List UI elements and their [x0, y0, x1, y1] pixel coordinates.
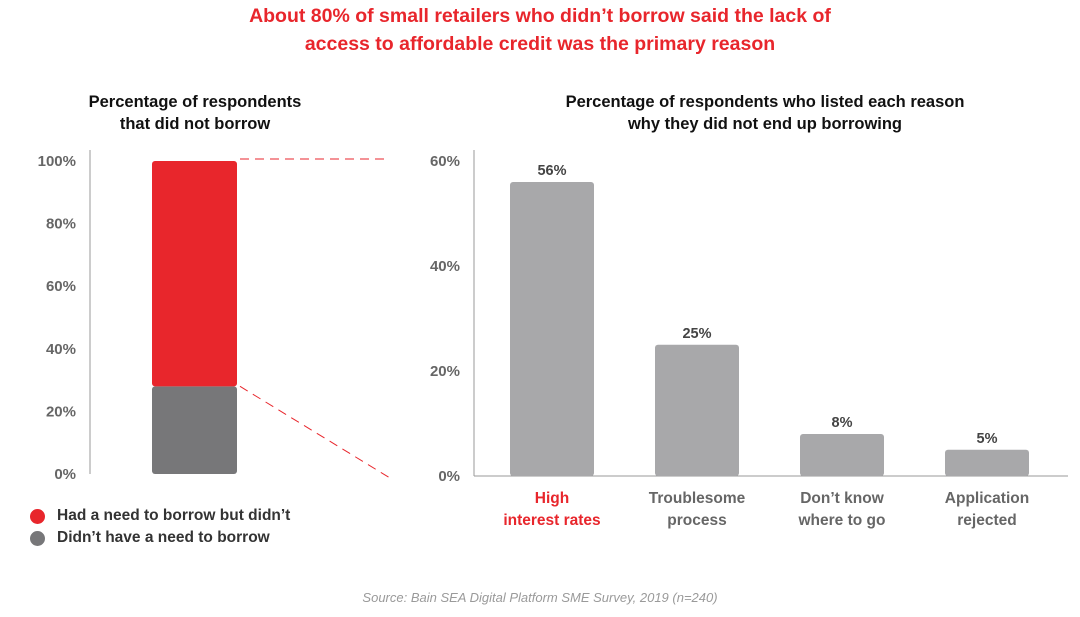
reason-bar [655, 344, 739, 476]
left-chart-title-line-1: Percentage of respondents [88, 93, 302, 111]
left-y-tick-label: 20% [46, 403, 76, 420]
reason-value-label: 25% [682, 326, 711, 342]
right-y-tick-label: 0% [438, 468, 460, 485]
legend-label-no-need: Didn’t have a need to borrow [57, 529, 270, 546]
reason-category-label: Don’t know [800, 490, 884, 507]
bar-segment-need [152, 161, 237, 387]
legend-label-need: Had a need to borrow but didn’t [57, 507, 291, 524]
reason-category-label: process [667, 512, 726, 529]
source-note: Source: Bain SEA Digital Platform SME Su… [362, 590, 718, 605]
left-y-tick-label: 60% [46, 278, 76, 295]
headline-line-2: access to affordable credit was the prim… [304, 33, 776, 55]
headline: About 80% of small retailers who didn’t … [0, 2, 1080, 58]
right-y-tick-label: 60% [430, 153, 460, 170]
reason-value-label: 8% [832, 415, 853, 431]
left-y-tick-label: 80% [46, 216, 76, 233]
left-y-tick-label: 40% [46, 341, 76, 358]
reason-bar [945, 449, 1029, 476]
reason-category-label: High [535, 490, 569, 507]
legend-item-need: Had a need to borrow but didn’t [30, 505, 290, 527]
legend: Had a need to borrow but didn’t Didn’t h… [30, 505, 290, 549]
right-y-tick-label: 40% [430, 258, 460, 275]
bar-segment-no-need [152, 386, 237, 474]
connector-line-bottom [239, 385, 391, 479]
left-y-tick-label: 100% [38, 153, 76, 170]
reason-category-label: where to go [798, 512, 886, 529]
reason-value-label: 56% [537, 163, 566, 179]
legend-item-no-need: Didn’t have a need to borrow [30, 527, 290, 549]
legend-swatch-no-need [30, 530, 45, 546]
reason-bar [510, 182, 594, 476]
right-chart-title-line-2: why they did not end up borrowing [627, 115, 903, 133]
right-chart-title: Percentage of respondents who listed eac… [455, 91, 1075, 135]
headline-line-1: About 80% of small retailers who didn’t … [249, 5, 831, 27]
right-chart-title-line-1: Percentage of respondents who listed eac… [565, 93, 965, 111]
reason-category-label: interest rates [503, 512, 600, 529]
legend-swatch-need [30, 508, 45, 524]
reason-category-label: Application [945, 490, 1029, 507]
right-y-tick-label: 20% [430, 363, 460, 380]
left-y-tick-label: 0% [54, 466, 76, 483]
reason-bar [800, 434, 884, 476]
left-chart-title: Percentage of respondents that did not b… [30, 91, 360, 135]
left-chart-title-line-2: that did not borrow [119, 115, 271, 133]
reason-category-label: rejected [957, 512, 1016, 529]
reason-value-label: 5% [977, 431, 998, 447]
reason-category-label: Troublesome [649, 490, 746, 507]
